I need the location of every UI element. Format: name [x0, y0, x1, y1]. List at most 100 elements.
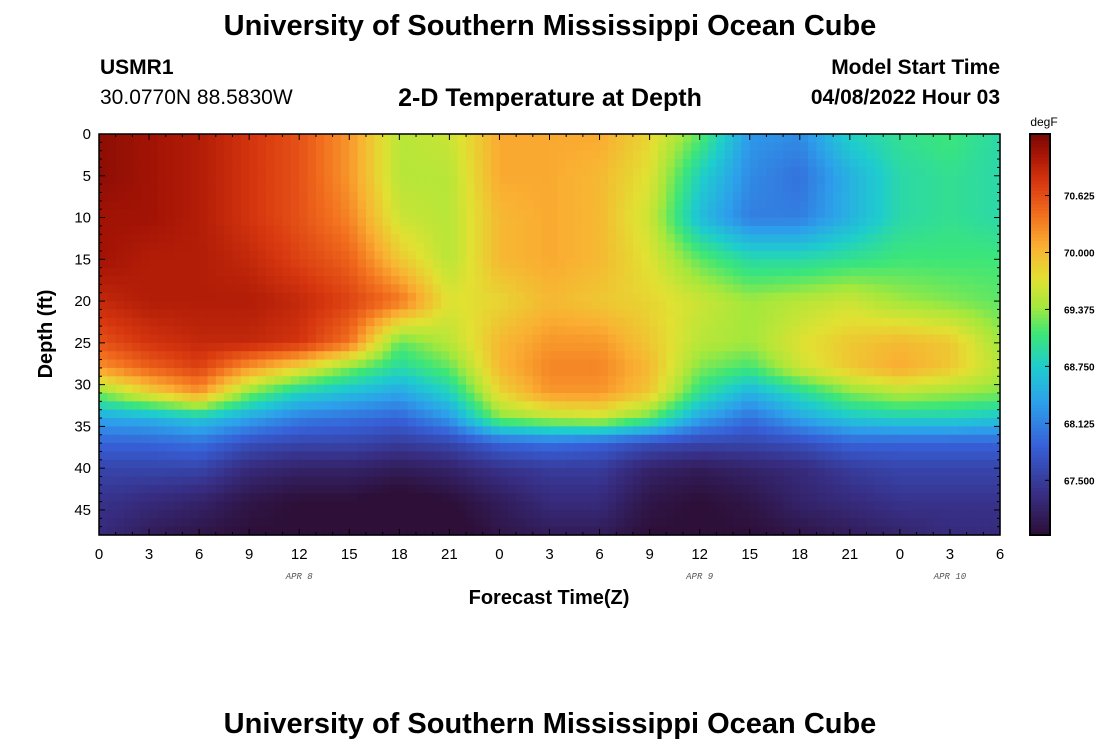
heatmap-cell [632, 142, 642, 152]
heatmap-cell [532, 234, 542, 244]
heatmap-cell [174, 434, 184, 444]
heatmap-cell [632, 217, 642, 227]
heatmap-cell [891, 384, 901, 394]
heatmap-cell [99, 459, 108, 469]
heatmap-cell [949, 434, 959, 444]
heatmap-cell [758, 292, 767, 302]
heatmap-cell [682, 225, 692, 235]
heatmap-cell [791, 342, 801, 352]
heatmap-cell [190, 409, 200, 419]
heatmap-cell [207, 175, 217, 185]
heatmap-cell [174, 242, 184, 252]
heatmap-cell [791, 209, 801, 219]
heatmap-cell [816, 284, 826, 294]
heatmap-cell [507, 309, 517, 319]
heatmap-cell [749, 342, 759, 352]
heatmap-cell [399, 217, 409, 227]
heatmap-cell [924, 134, 934, 143]
heatmap-cell [399, 401, 409, 411]
heatmap-cell [140, 276, 150, 285]
heatmap-cell [891, 434, 901, 444]
heatmap-cell [107, 200, 117, 210]
heatmap-cell [908, 192, 918, 202]
heatmap-cell [474, 192, 484, 202]
heatmap-cell [591, 276, 601, 285]
heatmap-cell [674, 501, 684, 511]
heatmap-cell [549, 376, 559, 386]
heatmap-cell [382, 434, 392, 444]
heatmap-cell [841, 493, 851, 503]
heatmap-cell [866, 209, 876, 219]
heatmap-cell [507, 384, 517, 394]
heatmap-cell [282, 250, 292, 260]
heatmap-cell [741, 309, 751, 319]
heatmap-cell [382, 276, 392, 285]
heatmap-cell [958, 225, 968, 235]
heatmap-cell [432, 259, 442, 269]
heatmap-cell [974, 267, 984, 277]
heatmap-cell [416, 342, 425, 352]
heatmap-cell [232, 234, 242, 244]
heatmap-cell [215, 443, 225, 453]
heatmap-cell [390, 376, 400, 386]
heatmap-cell [741, 142, 751, 152]
heatmap-cell [499, 493, 509, 503]
heatmap-cell [699, 159, 709, 169]
heatmap-cell [883, 392, 893, 402]
heatmap-cell [282, 317, 292, 327]
heatmap-cell [666, 401, 676, 411]
heatmap-cell [783, 159, 793, 169]
heatmap-cell [507, 401, 517, 411]
heatmap-cell [866, 434, 876, 444]
heatmap-cell [340, 401, 350, 411]
heatmap-cell [215, 484, 225, 494]
heatmap-cell [374, 167, 384, 177]
heatmap-cell [958, 451, 968, 461]
heatmap-cell [783, 484, 793, 494]
heatmap-cell [983, 142, 993, 152]
heatmap-cell [441, 301, 450, 311]
heatmap-cell [916, 217, 926, 227]
heatmap-cell [140, 326, 150, 336]
heatmap-cell [274, 259, 284, 269]
heatmap-cell [257, 276, 267, 285]
heatmap-cell [607, 459, 617, 469]
heatmap-cell [708, 392, 717, 402]
heatmap-cell [157, 384, 167, 394]
heatmap-cell [132, 276, 142, 285]
heatmap-cell [983, 367, 993, 377]
heatmap-cell [974, 142, 984, 152]
heatmap-cell [624, 167, 634, 177]
heatmap-cell [290, 175, 300, 185]
heatmap-cell [340, 392, 350, 402]
heatmap-cell [457, 159, 467, 169]
heatmap-cell [591, 309, 601, 319]
heatmap-cell [449, 484, 459, 494]
heatmap-cell [624, 175, 634, 185]
heatmap-cell [99, 426, 108, 436]
heatmap-cell [124, 493, 133, 503]
heatmap-cell [290, 476, 300, 486]
heatmap-cell [674, 367, 684, 377]
heatmap-cell [883, 159, 893, 169]
heatmap-cell [908, 418, 918, 427]
heatmap-cell [883, 217, 893, 227]
heatmap-cell [733, 134, 742, 143]
heatmap-cell [140, 409, 150, 419]
heatmap-cell [132, 175, 142, 185]
heatmap-cell [991, 200, 1001, 210]
heatmap-cell [591, 192, 601, 202]
heatmap-cell [816, 376, 826, 386]
heatmap-cell [808, 250, 818, 260]
heatmap-cell [949, 476, 959, 486]
heatmap-cell [549, 309, 559, 319]
heatmap-cell [591, 217, 601, 227]
heatmap-cell [874, 476, 884, 486]
heatmap-cell [941, 317, 951, 327]
heatmap-cell [624, 301, 634, 311]
heatmap-cell [149, 359, 158, 369]
heatmap-cell [624, 234, 634, 244]
heatmap-cell [149, 434, 158, 444]
heatmap-cell [791, 301, 801, 311]
heatmap-cell [799, 250, 809, 260]
